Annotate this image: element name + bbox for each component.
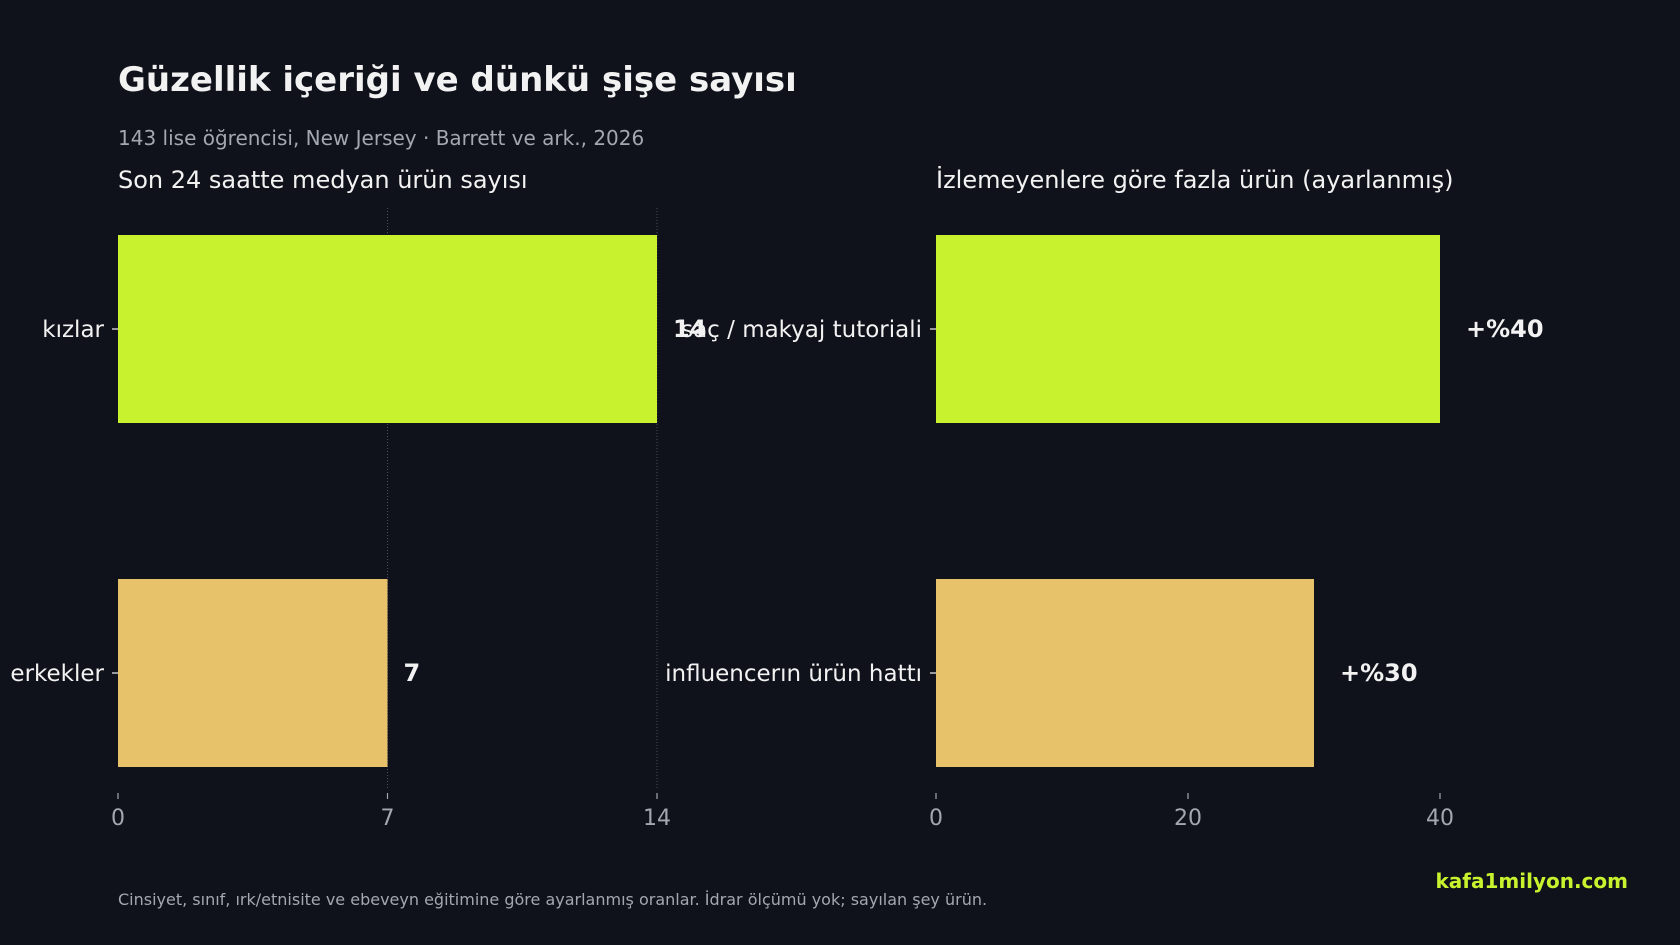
category-label-1-2: erkekler [10,661,104,687]
x-tick-label-2-1: 20 [1174,806,1202,831]
page-title: Güzellik içeriği ve dünkü şişe sayısı [118,60,797,100]
footnote: Cinsiyet, sınıf, ırk/etnisite ve ebeveyn… [118,890,988,909]
x-tick-label-1-0: 0 [111,806,125,831]
x-tick-label-1-1: 7 [381,806,395,831]
value-label-2-1: +%40 [1466,315,1544,343]
category-label-2-2: influencerın ürün hattı [665,661,922,687]
bar-2-2 [936,579,1314,767]
brand-link[interactable]: kafa1milyon.com [1435,869,1628,893]
bar-1-1 [118,235,657,423]
value-label-1-1: 14 [673,315,706,343]
value-label-2-2: +%30 [1340,659,1418,687]
panel-title-1: Son 24 saatte medyan ürün sayısı [118,166,528,194]
bar-2-1 [936,235,1440,423]
x-tick-label-1-2: 14 [643,806,671,831]
category-label-1-1: kızlar [42,317,104,343]
x-tick-label-2-0: 0 [929,806,943,831]
page-subtitle: 143 lise öğrencisi, New Jersey · Barrett… [118,126,645,150]
panel-title-2: İzlemeyenlere göre fazla ürün (ayarlanmı… [936,165,1454,194]
value-label-1-2: 7 [404,659,421,687]
category-label-2-1: saç / makyaj tutoriali [681,317,922,343]
bar-1-2 [118,579,388,767]
x-tick-label-2-2: 40 [1426,806,1454,831]
